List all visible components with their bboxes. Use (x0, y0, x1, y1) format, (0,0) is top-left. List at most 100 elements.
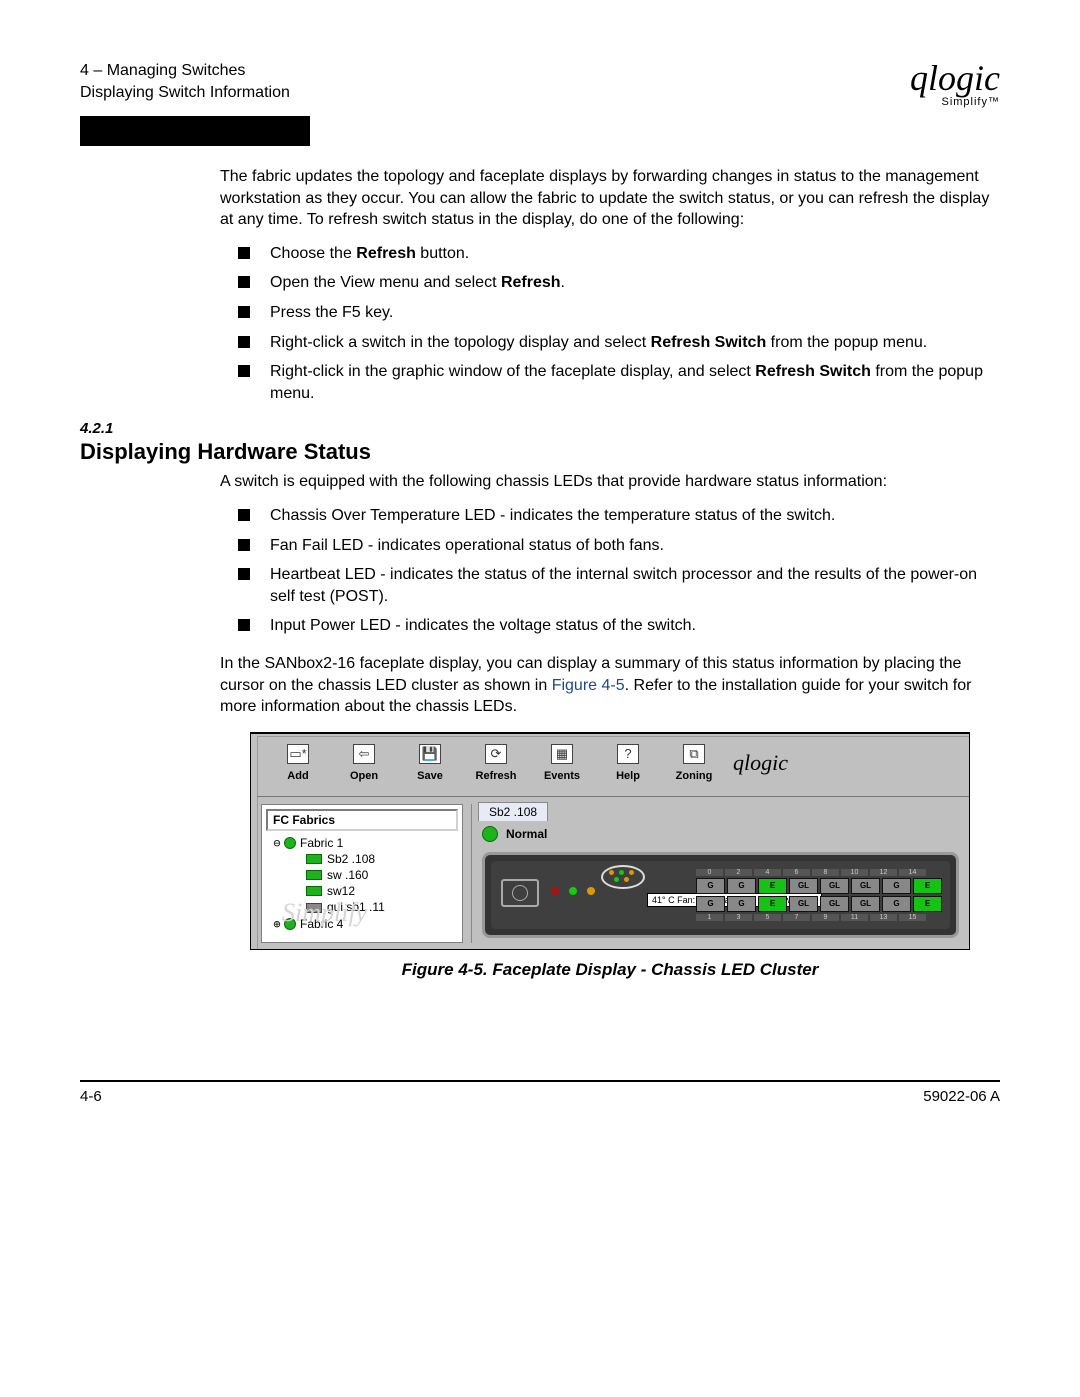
port[interactable]: G (727, 878, 756, 894)
toolbar-label: Add (287, 770, 308, 782)
port[interactable]: E (758, 878, 787, 894)
section-intro: A switch is equipped with the following … (220, 471, 1000, 493)
toolbar-label: Help (616, 770, 640, 782)
toolbar-logo: qlogic (733, 750, 788, 776)
page-footer: 4-6 59022-06 A (80, 1082, 1000, 1105)
figure-xref-link[interactable]: Figure 4-5 (552, 677, 625, 694)
list-item: Chassis Over Temperature LED - indicates… (220, 505, 1000, 527)
port[interactable]: GL (851, 878, 880, 894)
status-led-icon (482, 826, 498, 842)
list-item: Fan Fail LED - indicates operational sta… (220, 535, 1000, 557)
tree-label: Fabric 1 (300, 835, 343, 851)
switch-icon (306, 886, 322, 896)
port[interactable]: G (727, 896, 756, 912)
port-number: 13 (870, 914, 897, 921)
port[interactable]: GL (820, 896, 849, 912)
port-grid: 02468101214GGEGLGLGLGEGGEGLGLGLGE1357911… (696, 869, 942, 921)
tree-node[interactable]: sw12 (294, 883, 456, 899)
tree-label: gui sb1 .11 (327, 899, 385, 915)
port[interactable]: E (913, 896, 942, 912)
port-number: 1 (696, 914, 723, 921)
port[interactable]: E (758, 896, 787, 912)
fabric-tree-title: FC Fabrics (266, 809, 458, 831)
port[interactable]: GL (789, 896, 818, 912)
toolbar-add-button[interactable]: ▭* Add (275, 744, 321, 782)
help-icon: ? (617, 744, 639, 764)
device-chassis: 41° C Fan: OK Heartbeat: OK Power: OK 02… (482, 852, 959, 938)
list-item: Press the F5 key. (220, 302, 1000, 324)
list-item: Right-click a switch in the topology dis… (220, 332, 1000, 354)
port[interactable]: GL (851, 896, 880, 912)
fabric-dot-icon (284, 918, 296, 930)
list-item: Open the View menu and select Refresh. (220, 272, 1000, 294)
toolbar-zoning-button[interactable]: ⧉ Zoning (671, 744, 717, 782)
refresh-icon: ⟳ (485, 744, 507, 764)
toolbar-events-button[interactable]: ▦Events (539, 744, 585, 782)
tree-node[interactable]: gui sb1 .11 (294, 899, 456, 915)
chapter-line: 4 – Managing Switches (80, 60, 290, 82)
tree-node[interactable]: ⊖ Fabric 1 (272, 835, 456, 851)
logo-script: qlogic (910, 58, 1000, 98)
section-number: 4.2.1 (80, 420, 1000, 437)
port-number: 14 (899, 869, 926, 876)
toolbar-label: Zoning (676, 770, 713, 782)
toolbar-open-button[interactable]: ⇦ Open (341, 744, 387, 782)
port-number: 3 (725, 914, 752, 921)
switch-icon (306, 903, 322, 913)
faceplate-pane: Sb2 .108 Normal 41° C Fan: OK Heartbea (471, 804, 969, 943)
list-item: Heartbeat LED - indicates the status of … (220, 564, 1000, 607)
toolbar-help-button[interactable]: ? Help (605, 744, 651, 782)
toolbar-label: Open (350, 770, 378, 782)
chassis-led-cluster[interactable] (601, 865, 645, 889)
fabric-tree-pane: FC Fabrics ⊖ Fabric 1Sb2 .108sw .160sw12g… (261, 804, 463, 943)
port[interactable]: E (913, 878, 942, 894)
brand-logo: qlogic Simplify™ (910, 60, 1000, 108)
port[interactable]: G (696, 878, 725, 894)
port[interactable]: G (882, 896, 911, 912)
zoning-icon: ⧉ (683, 744, 705, 764)
toolbar-save-button[interactable]: 💾Save (407, 744, 453, 782)
tree-label: sw12 (327, 883, 355, 899)
toolbar-refresh-button[interactable]: ⟳Refresh (473, 744, 519, 782)
panel-leds (551, 887, 595, 895)
port-number: 2 (725, 869, 752, 876)
port-number: 15 (899, 914, 926, 921)
add-icon: ▭* (287, 744, 309, 764)
section-para2: In the SANbox2-16 faceplate display, you… (220, 653, 1000, 718)
port[interactable]: G (696, 896, 725, 912)
list-item: Right-click in the graphic window of the… (220, 361, 1000, 404)
section-line: Displaying Switch Information (80, 82, 290, 104)
tree-node[interactable]: ⊕Fabric 4 (272, 916, 456, 932)
toolbar-label: Events (544, 770, 580, 782)
tree-node[interactable]: Sb2 .108 (294, 851, 456, 867)
device-status: Normal (482, 826, 547, 842)
tree-label: Sb2 .108 (327, 851, 375, 867)
led-description-list: Chassis Over Temperature LED - indicates… (220, 505, 1000, 637)
port-number: 6 (783, 869, 810, 876)
device-tab[interactable]: Sb2 .108 (478, 802, 548, 821)
list-item: Input Power LED - indicates the voltage … (220, 615, 1000, 637)
port[interactable]: GL (789, 878, 818, 894)
port-number: 4 (754, 869, 781, 876)
app-toolbar: ▭* Add ⇦ Open 💾Save ⟳Refresh ▦Events? Help ⧉ Zoni… (265, 744, 955, 794)
list-item: Choose the Refresh button. (220, 243, 1000, 265)
fabric-dot-icon (284, 837, 296, 849)
intro-paragraph: The fabric updates the topology and face… (220, 166, 1000, 231)
status-label: Normal (506, 827, 547, 841)
port-number: 7 (783, 914, 810, 921)
header-left: 4 – Managing Switches Displaying Switch … (80, 60, 290, 105)
expand-icon[interactable]: ⊕ (272, 916, 282, 932)
open-icon: ⇦ (353, 744, 375, 764)
toolbar-label: Save (417, 770, 443, 782)
fabric-tree[interactable]: ⊖Fabric 1Sb2 .108sw .160sw12gui sb1 .11⊕… (268, 835, 456, 932)
tree-label: sw .160 (327, 867, 368, 883)
footer-doc-id: 59022-06 A (923, 1088, 1000, 1105)
expand-icon[interactable]: ⊖ (272, 835, 282, 851)
port-number: 5 (754, 914, 781, 921)
port[interactable]: G (882, 878, 911, 894)
refresh-options-list: Choose the Refresh button. Open the View … (220, 243, 1000, 405)
section-body: A switch is equipped with the following … (220, 471, 1000, 979)
tree-node[interactable]: sw .160 (294, 867, 456, 883)
power-plug-icon (501, 879, 539, 907)
port[interactable]: GL (820, 878, 849, 894)
